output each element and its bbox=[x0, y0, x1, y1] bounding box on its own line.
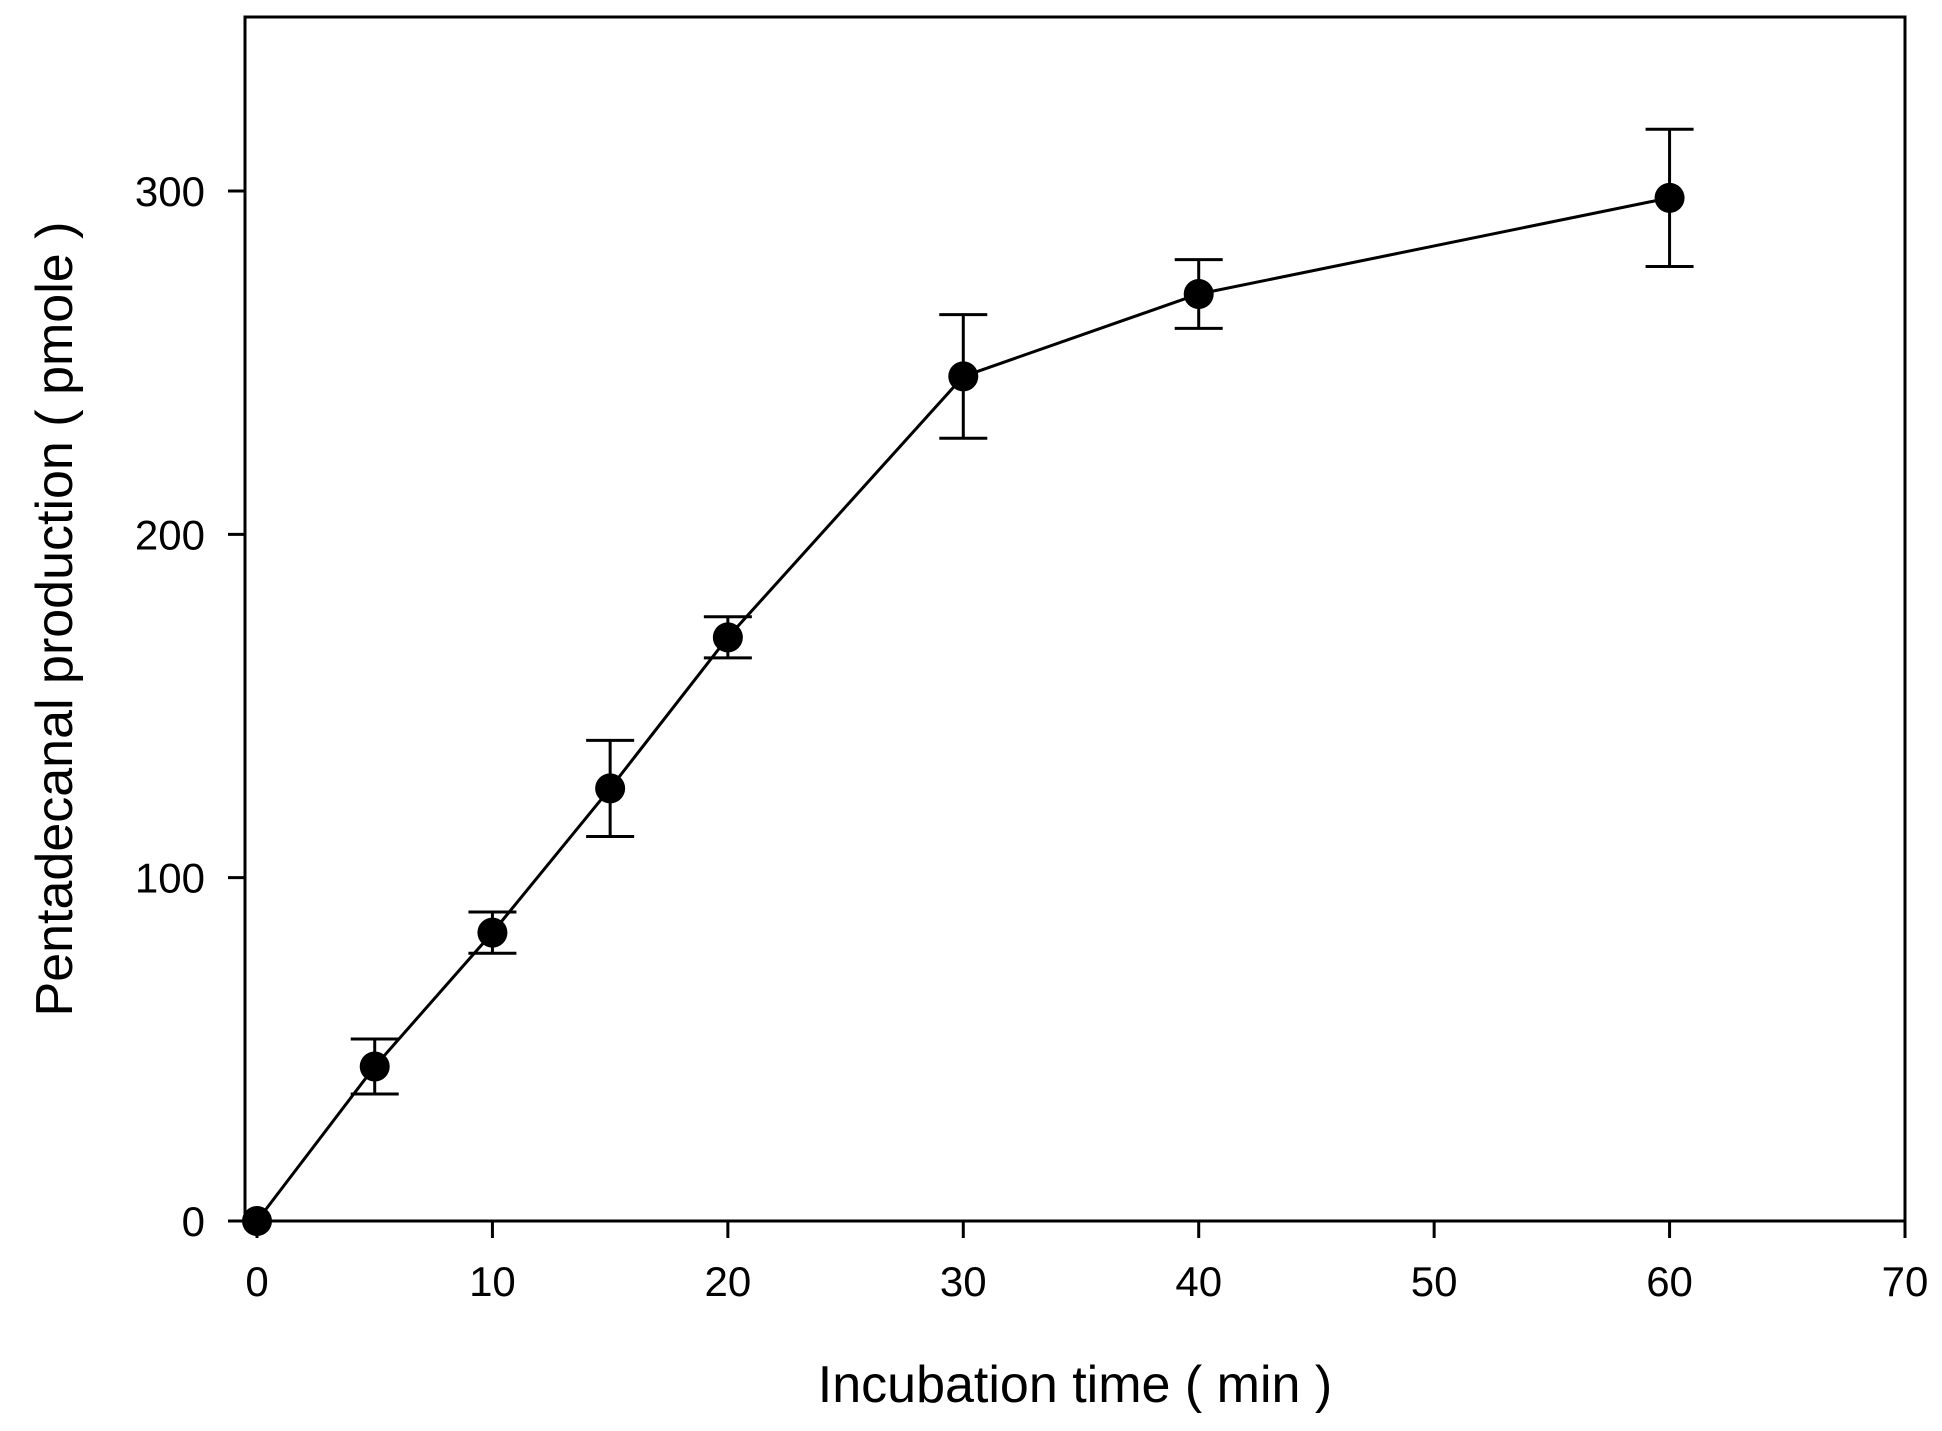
x-tick-label: 20 bbox=[704, 1258, 751, 1305]
data-point bbox=[477, 917, 508, 948]
x-tick-label: 70 bbox=[1882, 1258, 1929, 1305]
x-tick-label: 0 bbox=[245, 1258, 268, 1305]
x-tick-label: 30 bbox=[940, 1258, 987, 1305]
data-point bbox=[712, 622, 743, 653]
x-tick-label: 60 bbox=[1646, 1258, 1693, 1305]
series-line bbox=[255, 196, 1670, 1222]
y-tick-label: 0 bbox=[182, 1198, 205, 1245]
x-tick-label: 50 bbox=[1411, 1258, 1458, 1305]
data-point bbox=[948, 361, 979, 392]
x-axis-title: Incubation time ( min ) bbox=[818, 1356, 1332, 1414]
data-point bbox=[1654, 182, 1685, 213]
plot-frame bbox=[243, 15, 1907, 1223]
y-tick-label: 100 bbox=[135, 855, 205, 902]
y-axis-title: Pentadecanal production ( pmole ) bbox=[26, 222, 84, 1017]
data-point bbox=[1183, 279, 1214, 309]
data-point bbox=[359, 1051, 390, 1082]
data-point bbox=[242, 1206, 272, 1236]
y-tick-label: 300 bbox=[135, 168, 205, 215]
axis-ticks: 0 10 20 30 40 50 60 70 0 100 200 300 bbox=[135, 168, 1928, 1305]
error-bars bbox=[350, 127, 1694, 1096]
data-point bbox=[595, 773, 626, 804]
y-tick-label: 200 bbox=[135, 511, 205, 558]
x-tick-label: 40 bbox=[1175, 1258, 1222, 1305]
data-series bbox=[242, 182, 1685, 1236]
x-tick-label: 10 bbox=[469, 1258, 516, 1305]
